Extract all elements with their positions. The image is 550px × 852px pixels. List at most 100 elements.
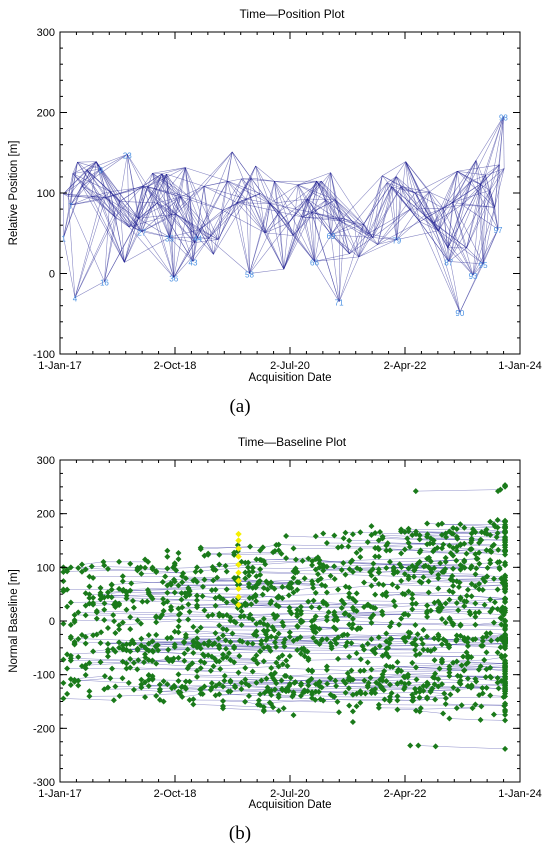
network-edge	[91, 191, 111, 197]
baseline-point	[491, 599, 498, 606]
baseline-point	[436, 607, 443, 614]
network-edge	[81, 186, 125, 263]
baseline-link	[449, 718, 481, 721]
network-edge	[442, 208, 450, 262]
baseline-point	[416, 650, 423, 657]
network-edge	[114, 216, 130, 228]
network-edge	[475, 160, 484, 264]
baseline-point	[253, 652, 260, 659]
baseline-link	[178, 584, 240, 586]
network-edge	[180, 167, 186, 197]
baseline-link	[188, 587, 256, 590]
y-tick-label: 200	[37, 108, 55, 120]
baseline-point	[453, 705, 460, 712]
highlight-point	[235, 530, 242, 538]
baseline-point	[290, 589, 297, 596]
baseline-link	[375, 547, 421, 551]
baseline-point	[175, 611, 182, 618]
time-position-plot: Time—Position Plot 147916232735364344586…	[8, 7, 542, 417]
baseline-point	[323, 613, 330, 620]
baseline-point	[347, 559, 354, 566]
network-edge	[396, 176, 416, 194]
y-tick-label: -200	[33, 723, 55, 735]
baseline-point	[407, 742, 414, 749]
y-tick-label: 300	[37, 455, 55, 467]
baseline-point	[383, 593, 390, 600]
baseline-point	[253, 598, 260, 605]
network-edge	[189, 151, 233, 198]
highlight-point	[235, 537, 242, 544]
baseline-point	[130, 686, 137, 693]
baseline-point	[180, 570, 187, 577]
baseline-point	[145, 640, 152, 647]
baseline-point	[383, 547, 390, 554]
baseline-point	[78, 568, 85, 575]
baseline-link	[464, 598, 506, 602]
baseline-link	[192, 662, 214, 667]
baseline-point	[305, 682, 312, 689]
baseline-point	[290, 545, 297, 552]
network-edge	[100, 191, 111, 200]
network-edge	[338, 256, 360, 302]
node-label: 93	[469, 272, 478, 281]
network-edge	[166, 173, 205, 187]
baseline-point	[476, 560, 483, 567]
baseline-point	[75, 682, 82, 689]
baseline-point	[431, 657, 438, 664]
baseline-point	[152, 643, 159, 650]
baseline-point	[448, 530, 455, 537]
network-edge	[410, 208, 439, 231]
baseline-point	[67, 657, 74, 664]
baseline-point	[310, 626, 317, 633]
baseline-point	[502, 717, 509, 724]
baseline-link	[334, 696, 414, 698]
baseline-point	[281, 636, 288, 643]
baseline-link	[314, 617, 337, 620]
baseline-point	[261, 689, 268, 696]
baseline-point	[286, 604, 293, 611]
baseline-point	[502, 676, 509, 683]
network-edge	[344, 218, 374, 238]
baseline-point	[247, 611, 254, 618]
baseline-point	[472, 621, 479, 628]
network-edge	[480, 183, 496, 208]
baseline-point	[415, 742, 422, 749]
baseline-link	[472, 528, 506, 532]
baseline-point	[149, 673, 156, 680]
baseline-point	[231, 659, 238, 666]
network-edge	[475, 160, 481, 185]
baseline-point	[252, 584, 259, 591]
network-edge	[138, 218, 170, 238]
baseline-point	[442, 565, 449, 572]
baseline-link	[397, 571, 476, 575]
baseline-point	[473, 678, 480, 685]
baseline-link	[300, 603, 345, 608]
network-edge	[461, 204, 495, 208]
network-edge	[110, 191, 134, 229]
baseline-point	[279, 583, 286, 590]
network-edge	[414, 170, 458, 194]
baseline-point	[119, 675, 126, 682]
baseline-point	[322, 600, 329, 607]
network-edge	[442, 208, 474, 276]
baseline-point	[374, 544, 381, 551]
baseline-point	[215, 635, 222, 642]
baseline-point	[109, 665, 116, 672]
baseline-point	[229, 630, 236, 637]
baseline-point	[446, 715, 453, 722]
baseline-point	[446, 542, 453, 549]
baseline-point	[300, 689, 307, 696]
baseline-point	[335, 709, 342, 716]
baseline-point	[255, 697, 262, 704]
network-edge	[438, 208, 444, 231]
baseline-point	[425, 578, 432, 585]
network-edge	[199, 229, 214, 255]
baseline-point	[502, 547, 509, 554]
network-edge	[208, 202, 238, 239]
network-edge	[81, 161, 97, 187]
network-edge	[70, 196, 92, 206]
baseline-point	[368, 636, 375, 643]
baseline-point	[257, 571, 264, 578]
baseline-point	[283, 555, 290, 562]
network-edge	[325, 199, 341, 222]
